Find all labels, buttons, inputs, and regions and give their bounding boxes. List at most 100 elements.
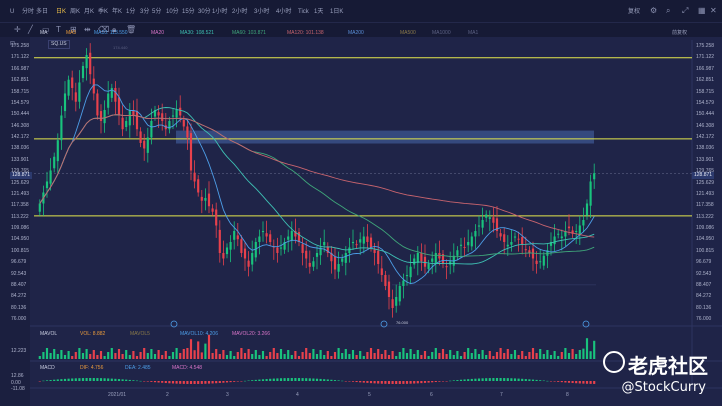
candle-body — [67, 79, 70, 96]
volume-bar — [197, 341, 200, 359]
candle-body — [373, 249, 376, 253]
price-tick-left: 80.136 — [11, 304, 27, 311]
candle-body — [247, 260, 250, 267]
volume-bar — [348, 354, 351, 359]
current-price-badge: 128.871 — [692, 172, 715, 179]
macd-bar — [308, 378, 311, 381]
tab-17[interactable]: 4小时 — [276, 9, 292, 15]
price-tick-left: 171.122 — [11, 54, 30, 61]
macd-bar — [297, 378, 301, 381]
tab-6[interactable]: 季K — [98, 9, 109, 15]
date-tick: 2021/01 — [108, 392, 127, 398]
tab-18[interactable]: Tick — [298, 9, 309, 15]
search-icon[interactable]: ⌕ — [666, 6, 671, 15]
adjust-label[interactable]: 复权 — [628, 9, 641, 15]
price-tick: 121.493 — [696, 190, 715, 197]
tab-12[interactable]: 15分 — [182, 9, 195, 15]
tab-15[interactable]: 2小时 — [232, 9, 248, 15]
volume-bar — [373, 353, 376, 359]
tab-1[interactable]: 分时 — [22, 9, 35, 15]
volume-bar — [168, 356, 171, 359]
macd-bar — [467, 379, 470, 381]
adjust-button[interactable]: 前复权 — [672, 30, 688, 36]
macd-bar — [373, 381, 376, 384]
volume-bar — [441, 349, 445, 359]
macd-bar — [53, 379, 56, 381]
macd-bar — [355, 381, 358, 383]
grid-icon[interactable]: ▦ — [698, 6, 706, 15]
volume-bar — [236, 352, 239, 359]
expand-icon[interactable]: ⤢ — [682, 6, 689, 15]
volume-bar — [589, 351, 592, 359]
volume-bar — [355, 355, 358, 359]
candle-body — [337, 263, 340, 272]
volume-bar — [492, 356, 495, 359]
tab-13[interactable]: 30分 — [198, 9, 211, 15]
candle-body — [92, 78, 95, 94]
macd-bar — [74, 378, 77, 381]
settings-icon[interactable]: ⚙ — [650, 6, 658, 15]
tab-11[interactable]: 10分 — [166, 9, 179, 15]
rect-tool-icon[interactable]: ▭ — [42, 25, 50, 34]
macd-bar — [243, 380, 247, 382]
date-tick: 7 — [500, 392, 503, 398]
event-marker — [380, 320, 388, 328]
tab-14[interactable]: 1小时 — [212, 9, 228, 15]
tab-3[interactable]: 日K — [56, 9, 67, 15]
tab-20[interactable]: 1日K — [330, 9, 344, 15]
candle-body — [470, 236, 473, 247]
macd-bar — [391, 381, 394, 384]
volume-bar — [179, 353, 182, 359]
close-icon[interactable]: ✕ — [710, 6, 717, 15]
macd-bar — [168, 381, 171, 384]
candle-body — [207, 193, 211, 207]
measure-icon[interactable]: ⇹ — [84, 25, 91, 34]
crosshair-icon[interactable]: ✛ — [14, 25, 21, 34]
tab-10[interactable]: 5分 — [152, 9, 162, 15]
collapse-icon[interactable]: ⊟ — [10, 41, 16, 47]
volume-bar — [53, 349, 56, 359]
ruler-icon[interactable]: ⊞ — [70, 25, 77, 34]
macd-bar — [164, 381, 167, 384]
tab-8[interactable]: 1分 — [126, 9, 136, 15]
macd-bar — [470, 378, 473, 381]
tab-2[interactable]: 多日 — [36, 9, 49, 15]
candle-body — [146, 137, 149, 153]
volume-bar — [49, 353, 52, 359]
tab-5[interactable]: 月K — [84, 9, 95, 15]
volume-bar — [391, 351, 394, 359]
candle-body — [125, 120, 128, 128]
line-tool-icon[interactable]: ╱ — [28, 25, 33, 34]
tab-19[interactable]: 1天 — [314, 9, 324, 15]
lock-icon[interactable]: 🔒︎ — [112, 25, 117, 34]
volume-bar — [146, 353, 149, 359]
macd-bar — [215, 381, 218, 384]
price-tick-left: 84.272 — [11, 293, 27, 300]
candle-body — [312, 261, 315, 267]
tab-4[interactable]: 周K — [70, 9, 81, 15]
candle-body — [110, 87, 113, 98]
tab-0[interactable]: U — [10, 9, 15, 15]
text-tool-icon[interactable]: T — [56, 25, 61, 34]
price-tick-left: 158.715 — [11, 88, 30, 95]
macd-title[interactable]: MACD — [40, 365, 55, 371]
macd-bar — [143, 381, 146, 382]
candle-body — [254, 241, 257, 258]
macd-bar — [182, 381, 185, 384]
tab-16[interactable]: 3小时 — [254, 9, 270, 15]
mavol-title[interactable]: MAVOL — [40, 331, 58, 337]
candle-body — [261, 230, 265, 233]
macd-bar — [117, 379, 121, 381]
macd-bar — [45, 380, 49, 381]
tab-9[interactable]: 3分 — [140, 9, 150, 15]
eraser-icon[interactable]: ⌫ — [98, 25, 110, 34]
macd-bar — [323, 379, 326, 381]
tab-7[interactable]: 年K — [112, 9, 123, 15]
trash-icon[interactable]: 🗑︎ — [126, 25, 137, 34]
price-tick-left: 162.851 — [11, 77, 30, 84]
symbol-chip[interactable]: SQ.US — [48, 40, 70, 49]
volume-bar — [398, 352, 401, 359]
ma-title[interactable]: MA — [40, 30, 48, 36]
price-tick-left: 146.308 — [11, 122, 30, 129]
